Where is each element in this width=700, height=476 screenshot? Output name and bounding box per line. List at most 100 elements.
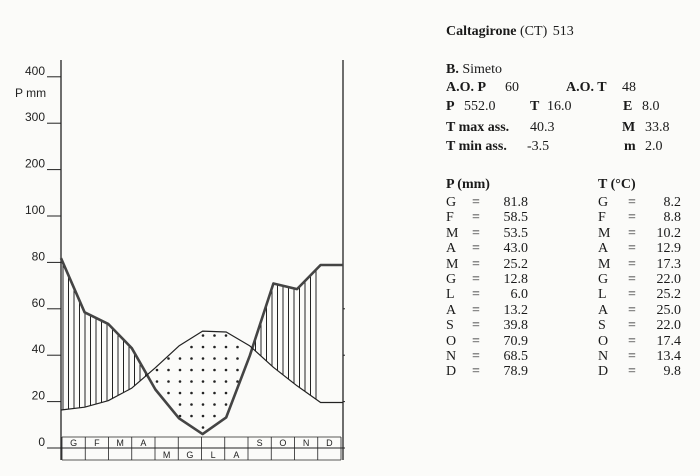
dry-dot xyxy=(178,414,182,418)
month-label: G xyxy=(446,195,457,210)
equals-sign: = xyxy=(472,210,480,226)
dry-dot xyxy=(201,380,205,383)
temp-table: G = 8.2 F = 8.8 M = 10.2 A = 12.9 M = 17.3 G = 22.0 L = 25.2… xyxy=(598,195,681,380)
equals-sign: = xyxy=(628,348,636,364)
equals-sign: = xyxy=(472,302,480,318)
basin-label: B. xyxy=(446,62,459,77)
dry-dot xyxy=(178,391,182,395)
dry-dot xyxy=(224,334,228,337)
temperature-line xyxy=(60,330,343,411)
equals-sign: = xyxy=(472,348,480,364)
month-label: O xyxy=(598,333,609,349)
dry-dot xyxy=(178,357,182,360)
equals-sign: = xyxy=(472,364,480,380)
month-bottom-label: A xyxy=(233,450,239,460)
mmax-value: 33.8 xyxy=(645,120,670,135)
left-tick-label: 200 xyxy=(25,157,45,171)
dry-dot xyxy=(201,334,205,337)
dry-dot xyxy=(213,391,216,395)
chart-series-lines xyxy=(59,257,343,436)
precip-row: S = 39.8 xyxy=(446,318,528,333)
dry-dot xyxy=(178,368,182,372)
month-label: D xyxy=(598,364,609,380)
precip-row: G = 81.8 xyxy=(446,195,528,210)
p-value: 552.0 xyxy=(464,99,496,114)
equals-sign: = xyxy=(628,195,636,210)
equals-sign: = xyxy=(472,225,480,241)
month-label: A xyxy=(598,241,609,257)
tmax-value: 40.3 xyxy=(530,120,555,135)
dry-dot xyxy=(224,380,228,383)
precip-value: 13.2 xyxy=(503,302,529,318)
month-label: N xyxy=(598,348,609,364)
month-label: D xyxy=(446,364,457,380)
dry-dot xyxy=(201,403,205,406)
aot-label: A.O. T xyxy=(566,80,607,95)
month-label: M xyxy=(446,256,459,272)
dry-dot xyxy=(224,403,228,406)
equals-sign: = xyxy=(472,333,480,349)
dry-dot xyxy=(213,357,216,360)
precip-value: 43.0 xyxy=(503,241,529,257)
dry-dot xyxy=(213,345,216,349)
station-province: (CT) xyxy=(520,24,548,39)
temp-row: O = 17.4 xyxy=(598,334,681,349)
dry-dot xyxy=(201,391,205,395)
tmin-value: -3.5 xyxy=(527,139,550,154)
precip-row: G = 12.8 xyxy=(446,272,528,287)
dry-dot xyxy=(190,403,193,406)
temp-value: 17.4 xyxy=(656,333,682,349)
dry-dot xyxy=(213,380,216,383)
temp-value: 22.0 xyxy=(656,271,682,287)
dry-period-dots xyxy=(155,334,239,429)
precip-row: A = 43.0 xyxy=(446,241,528,256)
precip-row: N = 68.5 xyxy=(446,349,528,364)
dry-dot xyxy=(190,368,193,372)
temp-table-header: T (°C) xyxy=(598,177,636,192)
month-top-label: S xyxy=(257,438,263,448)
month-top-label: O xyxy=(279,438,286,448)
equals-sign: = xyxy=(628,287,636,303)
month-bottom-label: G xyxy=(186,450,193,460)
month-label: M xyxy=(446,225,459,241)
month-top-label: D xyxy=(326,438,333,448)
t-label: T xyxy=(530,99,540,114)
left-tick-label: 60 xyxy=(32,296,46,310)
precip-table-header: P (mm) xyxy=(446,177,490,192)
left-tick-label: 100 xyxy=(25,203,45,217)
precip-row: L = 6.0 xyxy=(446,287,528,302)
equals-sign: = xyxy=(628,318,636,334)
dry-dot xyxy=(224,368,228,372)
precip-row: M = 53.5 xyxy=(446,226,528,241)
month-label: A xyxy=(446,241,457,257)
dry-dot xyxy=(190,380,193,383)
left-tick-label: 400 xyxy=(25,64,45,78)
left-tick-label: 20 xyxy=(32,389,46,403)
left-tick-label: 0 xyxy=(38,435,45,449)
dry-dot xyxy=(190,345,193,349)
temp-value: 25.2 xyxy=(656,287,682,303)
month-label: F xyxy=(598,210,606,226)
dry-dot xyxy=(213,414,216,418)
precip-row: O = 70.9 xyxy=(446,334,528,349)
equals-sign: = xyxy=(472,241,480,257)
precip-row: A = 13.2 xyxy=(446,303,528,318)
temp-value: 8.2 xyxy=(663,195,682,210)
dry-dot xyxy=(213,368,216,372)
dry-dot xyxy=(178,380,182,383)
precip-value: 12.8 xyxy=(503,271,529,287)
dry-dot xyxy=(167,380,170,383)
month-bottom-label: L xyxy=(211,450,216,460)
temp-row: F = 8.8 xyxy=(598,210,681,225)
precip-value: 39.8 xyxy=(503,318,529,334)
precip-value: 25.2 xyxy=(503,256,529,272)
temp-value: 13.4 xyxy=(656,348,682,364)
basin-value: Simeto xyxy=(462,62,503,77)
station-heading: Caltagirone (CT) 513 xyxy=(446,24,574,40)
dry-dot xyxy=(167,368,170,372)
dry-dot xyxy=(224,391,228,395)
humid-period-hatching xyxy=(62,262,317,410)
t-value: 16.0 xyxy=(547,99,572,114)
precip-value: 68.5 xyxy=(503,348,529,364)
temp-row: A = 12.9 xyxy=(598,241,681,256)
